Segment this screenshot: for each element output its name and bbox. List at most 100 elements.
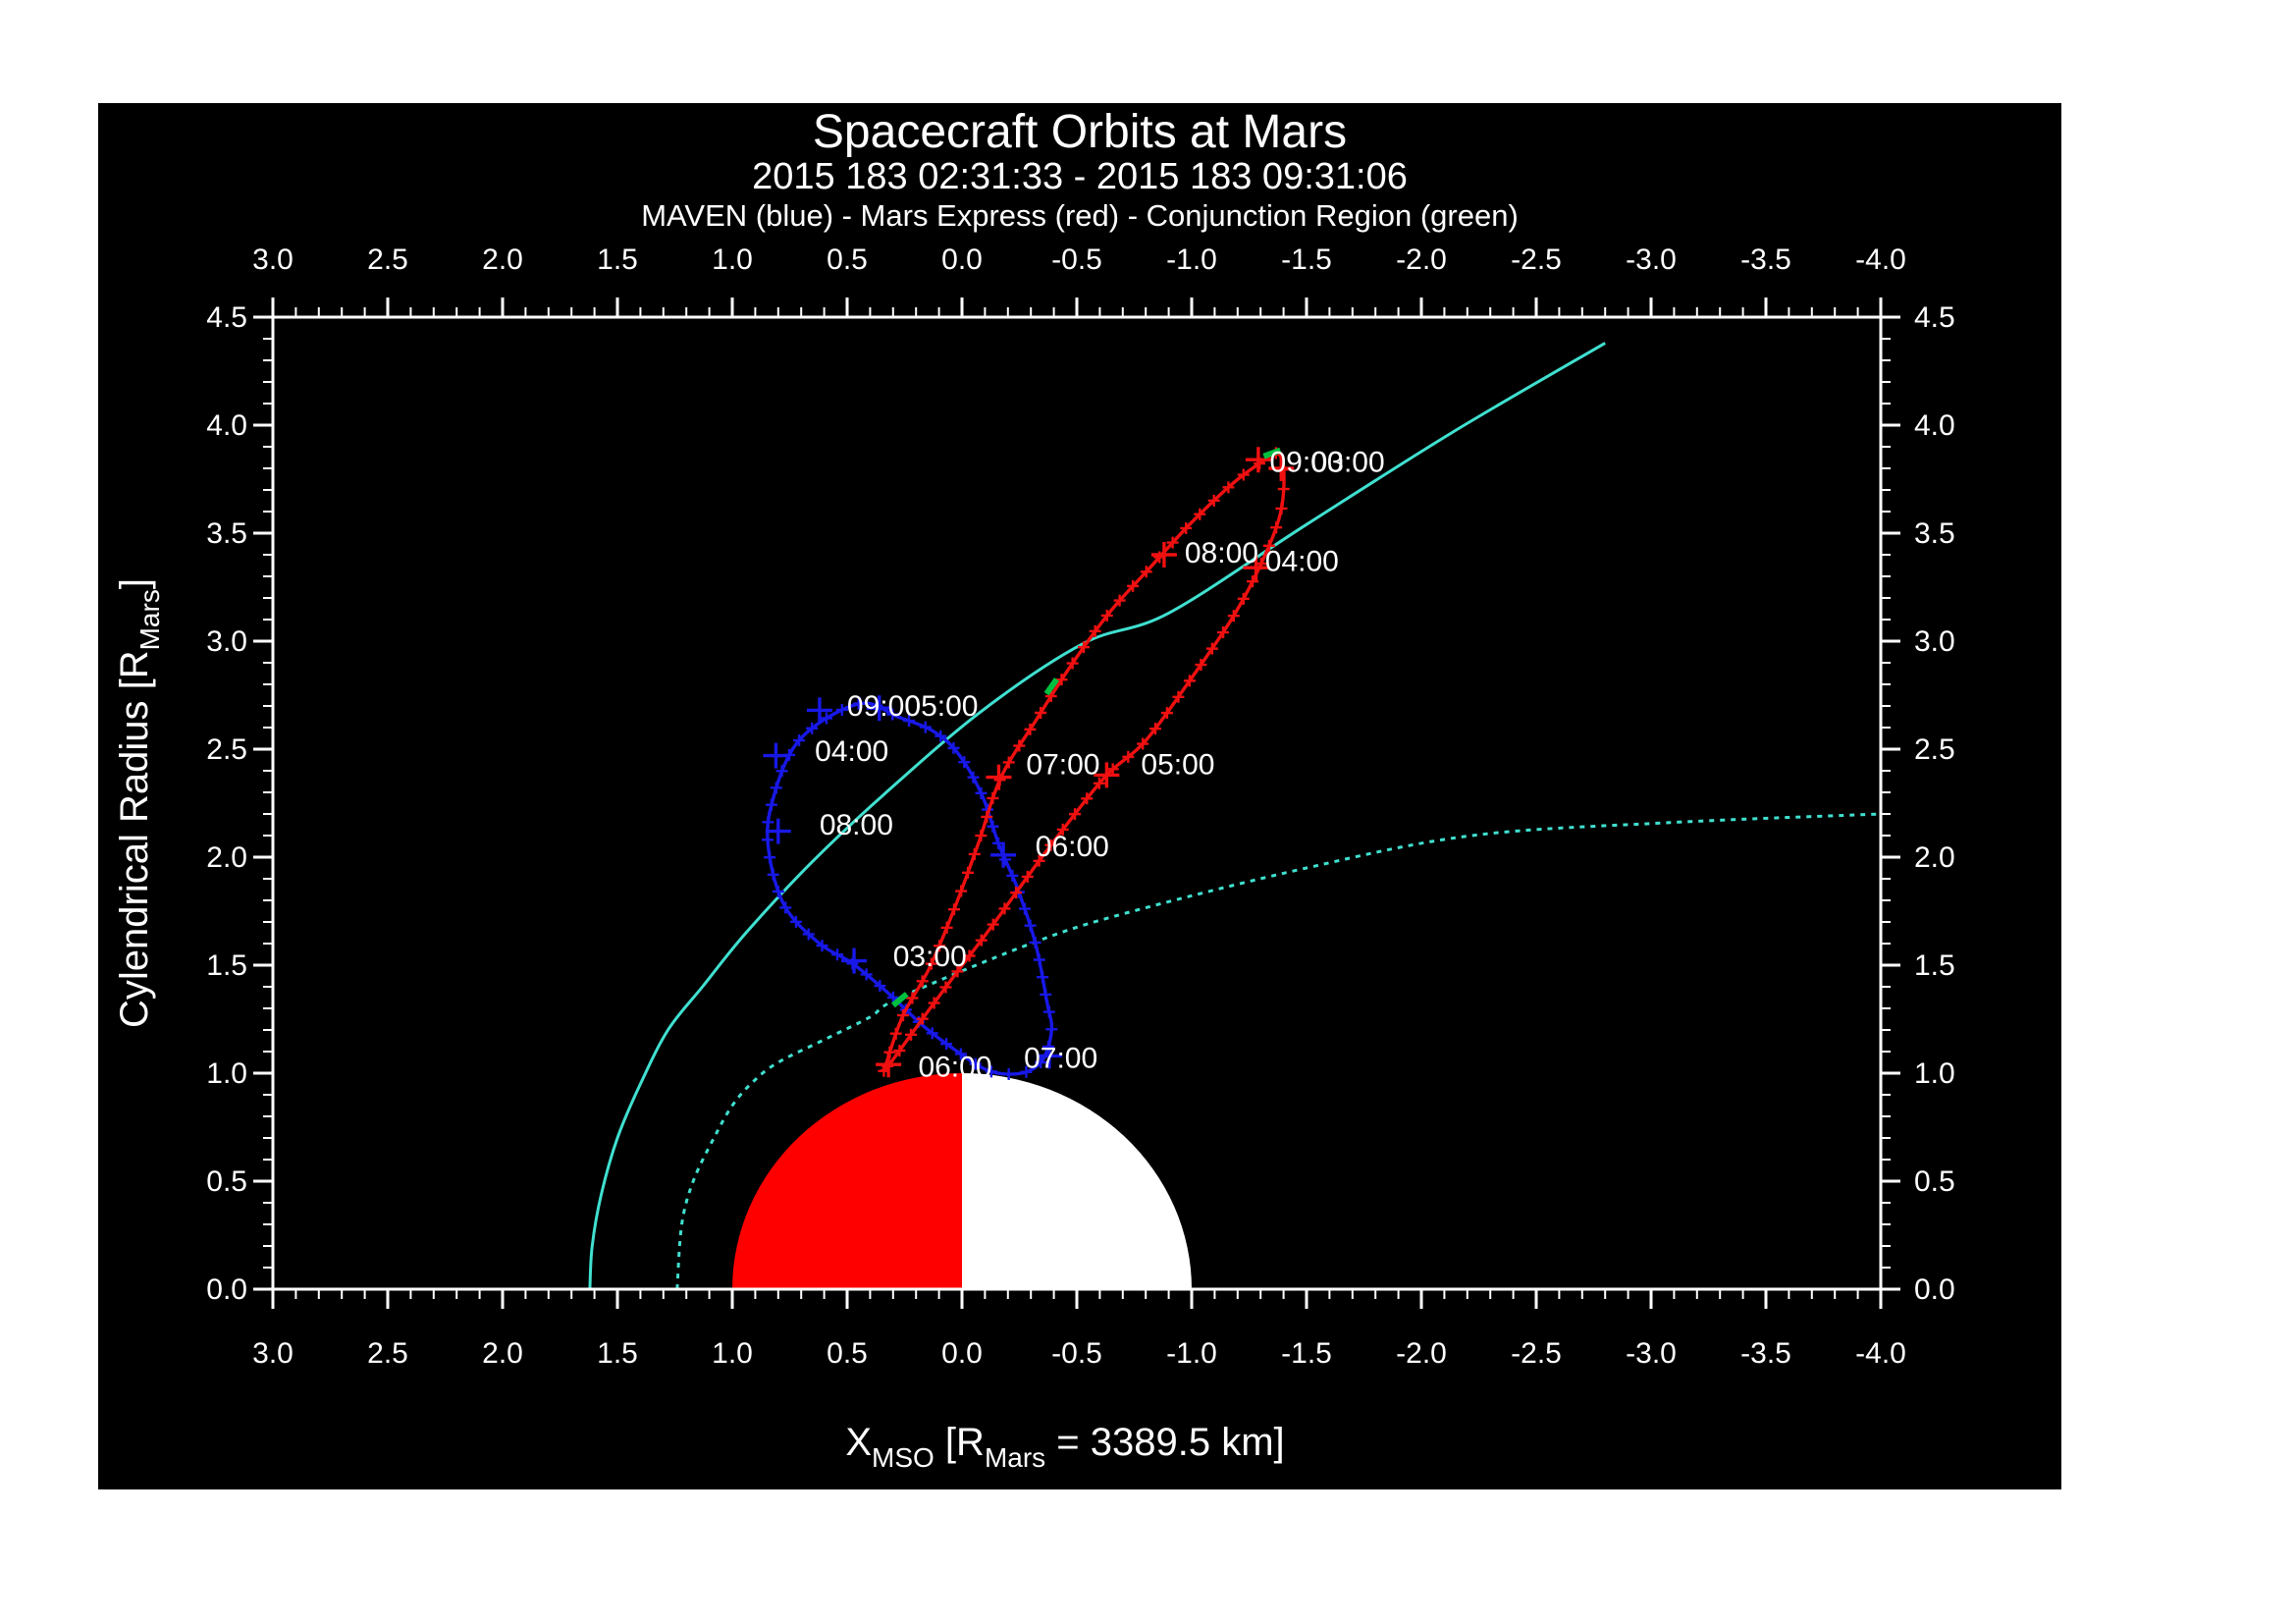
- y-tick-label-right: 2.0: [1914, 841, 1955, 874]
- x-axis-label: XMSO [RMars = 3389.5 km]: [845, 1421, 1284, 1473]
- maven-orbit-marker: [1040, 988, 1052, 1001]
- x-tick-label-bottom: 2.0: [482, 1337, 523, 1370]
- mex-orbit-marker: [916, 975, 929, 988]
- mex-orbit-marker: [934, 940, 946, 952]
- x-tick-label-bottom: -2.5: [1511, 1337, 1562, 1370]
- x-tick-label-top: -4.0: [1855, 243, 1906, 276]
- y-tick-label-left: 4.5: [206, 301, 247, 334]
- maven-orbit-marker: [1029, 936, 1041, 948]
- mex-hour-marker: [1268, 456, 1295, 481]
- y-tick-label-left: 2.0: [206, 841, 247, 874]
- x-tick-label-bottom: 2.5: [367, 1337, 408, 1370]
- tick-label-layer: 3.0 3.0 2.5 2.5 2.0 2.0 1.5 1.5 1.0 1.0 0.5 0.5 0.0 0…: [206, 243, 1954, 1370]
- mex-hour-marker: [876, 1052, 902, 1078]
- maven-orbit-marker: [816, 940, 828, 952]
- mex-orbit-marker: [968, 847, 981, 860]
- maven-hour-marker: [841, 947, 868, 974]
- maven-orbit-marker: [874, 980, 886, 993]
- x-tick-label-bottom: 0.0: [941, 1337, 983, 1370]
- orbit-layer: [762, 447, 1295, 1081]
- maven-orbit-marker: [860, 968, 873, 981]
- mex-orbit-marker: [889, 1027, 902, 1040]
- x-axis-label-sub-mso: MSO: [872, 1442, 934, 1473]
- maven-orbit-marker: [1035, 1056, 1047, 1068]
- x-tick-label-top: -2.5: [1511, 243, 1562, 276]
- maven-orbit-marker: [802, 928, 815, 941]
- page-title: Spacecraft Orbits at Mars: [813, 106, 1347, 158]
- maven-orbit-marker: [954, 1048, 967, 1060]
- mex-orbit-marker: [1078, 641, 1091, 654]
- mex-orbit-marker: [1270, 521, 1283, 534]
- mex-orbit-marker: [1044, 839, 1057, 851]
- x-tick-label-bottom: -1.0: [1166, 1337, 1217, 1370]
- x-tick-label-bottom: -3.0: [1626, 1337, 1677, 1370]
- x-axis-label-value: = 3389.5 km]: [1045, 1421, 1284, 1464]
- y-tick-label-right: 1.0: [1914, 1057, 1955, 1090]
- x-tick-label-top: -3.5: [1740, 243, 1791, 276]
- mex-orbit-marker: [928, 997, 940, 1009]
- x-tick-label-top: 1.0: [712, 243, 753, 276]
- mex-hour-marker: [1094, 762, 1120, 788]
- conjunction-region-mark: [1262, 447, 1282, 460]
- mex-orbit-marker: [896, 1009, 909, 1022]
- mex-orbit-marker: [955, 885, 968, 897]
- mex-orbit-marker: [1021, 870, 1034, 883]
- mex-orbit-marker: [1089, 624, 1101, 637]
- y-tick-label-left: 1.0: [206, 1057, 247, 1090]
- mex-orbit-marker: [1277, 483, 1290, 496]
- maven-time-label: 04:00: [815, 735, 888, 768]
- mex-orbit-marker: [1113, 594, 1126, 607]
- x-tick-label-top: 1.5: [597, 243, 638, 276]
- maven-hour-marker: [1036, 1043, 1062, 1069]
- mex-orbit-marker: [1093, 777, 1105, 789]
- maven-orbit-marker: [1024, 919, 1037, 932]
- maven-orbit-marker: [767, 868, 779, 881]
- mex-orbit-marker: [1195, 659, 1207, 672]
- maven-hour-marker: [866, 695, 892, 722]
- mex-hour-marker: [1245, 447, 1271, 473]
- x-tick-label-bottom: 0.5: [827, 1337, 868, 1370]
- maven-orbit-marker: [1037, 971, 1049, 984]
- maven-time-label: 07:00: [1024, 1043, 1097, 1075]
- maven-orbit-marker: [806, 722, 819, 734]
- maven-orbit-marker: [779, 901, 792, 914]
- y-tick-label-left: 4.0: [206, 409, 247, 442]
- x-tick-label-bottom: 3.0: [252, 1337, 294, 1370]
- mex-orbit-marker: [975, 934, 988, 947]
- mex-orbit-marker: [916, 1012, 929, 1025]
- mex-time-label: 07:00: [1026, 748, 1099, 781]
- mex-orbit-marker: [1137, 737, 1149, 750]
- x-tick-label-top: 0.0: [941, 243, 983, 276]
- mex-orbit-marker: [1237, 468, 1250, 481]
- y-tick-label-left: 1.5: [206, 949, 247, 982]
- maven-time-label: 03:00: [893, 941, 967, 973]
- maven-orbit-marker: [940, 1038, 953, 1051]
- mex-orbit-marker: [1207, 494, 1220, 507]
- y-axis-label-main: Cylendrical Radius [R: [113, 650, 156, 1028]
- mex-time-label: 09:00: [1269, 446, 1343, 478]
- maven-orbit-marker: [765, 798, 777, 811]
- y-tick-label-left: 3.0: [206, 625, 247, 658]
- x-tick-label-bottom: 1.0: [712, 1337, 753, 1370]
- y-tick-label-left: 0.0: [206, 1273, 247, 1306]
- maven-orbit-marker: [762, 816, 774, 829]
- mex-hour-marker: [986, 764, 1012, 790]
- mars-dayside: [732, 1073, 962, 1289]
- mex-orbit-marker: [1194, 508, 1206, 520]
- mex-orbit-marker: [951, 965, 964, 978]
- mex-orbit-marker: [925, 957, 937, 970]
- mex-orbit-marker: [1100, 609, 1113, 622]
- orbit-time-label-layer: 03:0004:0009:0005:0006:0007:0008:0009:00…: [815, 446, 1385, 1083]
- y-axis-label: Cylendrical Radius [RMars]: [113, 578, 165, 1028]
- maven-orbit-marker: [902, 715, 915, 728]
- mex-orbit-marker: [1227, 610, 1240, 622]
- y-tick-label-right: 1.5: [1914, 949, 1955, 982]
- maven-orbit-marker: [835, 703, 848, 716]
- mex-orbit-marker: [1066, 657, 1079, 670]
- maven-orbit-marker: [926, 1027, 938, 1040]
- mex-orbit-marker: [1013, 739, 1026, 752]
- maven-orbit-marker: [770, 782, 782, 794]
- mex-orbit-marker: [893, 1045, 906, 1057]
- axis-frame-layer: [253, 298, 1900, 1309]
